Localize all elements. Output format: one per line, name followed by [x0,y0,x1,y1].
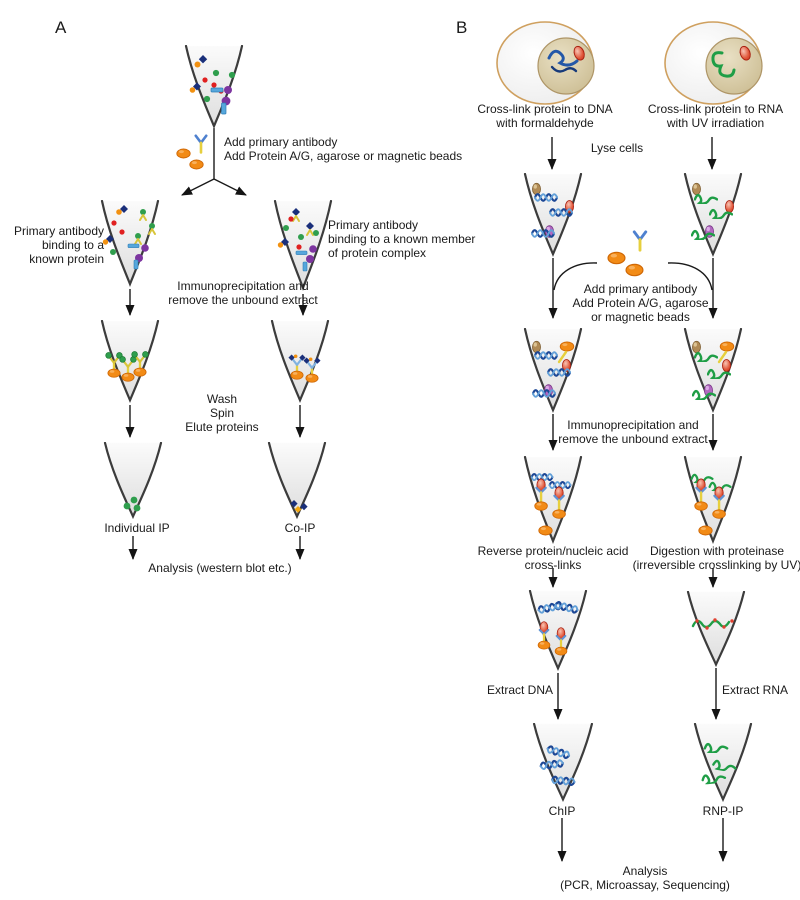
step-crosslink-rna: Cross-link protein to RNA with UV irradi… [647,102,784,131]
panel-a-graphics [100,45,333,560]
cell-rna-crosslink [664,21,763,105]
panel-a-label: A [55,18,67,37]
step-analysis-a: Analysis (western blot etc.) [148,561,292,575]
tube-ip-bound-right [270,320,330,402]
step-add-antibody-a: Add primary antibody Add Protein A/G, ag… [224,135,463,164]
step-immunoprecipitation-b: Immunoprecipitation and remove the unbou… [558,418,708,447]
extract-molecules-icon [189,55,236,115]
bead-icon [176,148,191,159]
step-crosslink-dna: Cross-link protein to DNA with formaldeh… [477,102,613,131]
step-extract-dna: Extract DNA [486,683,553,697]
tube-ip-bound-left [100,320,160,402]
label-ab-known-protein: Primary antibody binding to a known prot… [13,224,104,267]
label-co-ip: Co-IP [284,521,316,535]
antibody-beads-icon [176,134,208,170]
panel-a-arrows [125,128,308,560]
step-reverse-crosslinks: Reverse protein/nucleic acid cross-links [477,544,629,573]
label-individual-ip: Individual IP [104,521,170,535]
antibody-icon [194,134,208,154]
step-wash-spin-elute: Wash Spin Elute proteins [185,392,259,435]
tube-digested-rna [686,591,746,666]
step-lyse-cells: Lyse cells [590,141,644,155]
tube-ab-added-rna [683,328,743,412]
tube-extract [184,45,244,128]
tube-lysate-rna [683,173,743,256]
tube-reversed-crosslinks [528,590,588,670]
label-chip: ChIP [548,804,576,818]
tube-rnp-rna [693,723,753,801]
panel-b-label: B [456,18,468,37]
panel-b-arrows [547,137,728,862]
dna-protein-icon [547,44,587,73]
antibody-beads-icon [607,230,648,277]
tube-ip-complex-dna [523,456,583,543]
rna-protein-icon [711,44,753,78]
step-immunoprecipitation-a: Immunoprecipitation and remove the unbou… [168,279,318,308]
tube-co-ip [267,442,327,518]
bead-icon [189,159,204,170]
tube-ab-known-protein [100,200,160,286]
panel-b-graphics [496,21,763,862]
step-add-antibody-b: Add primary antibody Add Protein A/G, ag… [572,282,709,325]
bead-icon [625,263,644,277]
tube-ip-complex-rna [683,456,743,543]
step-digestion-proteinase: Digestion with proteinase (irreversible … [632,544,800,573]
cell-dna-crosslink [496,21,595,105]
step-analysis-b: Analysis (PCR, Microassay, Sequencing) [560,864,730,893]
tube-lysate-dna [523,173,583,256]
tube-individual-ip [103,442,163,518]
tube-ab-added-dna [523,328,583,412]
tube-ab-complex-member [273,200,333,289]
tube-chip-dna [532,723,594,801]
bead-icon [607,251,626,265]
step-extract-rna: Extract RNA [722,683,789,697]
label-rnp-ip: RNP-IP [702,804,744,818]
label-ab-complex-member: Primary antibody binding to a known memb… [328,218,476,261]
antibody-icon [632,230,648,252]
